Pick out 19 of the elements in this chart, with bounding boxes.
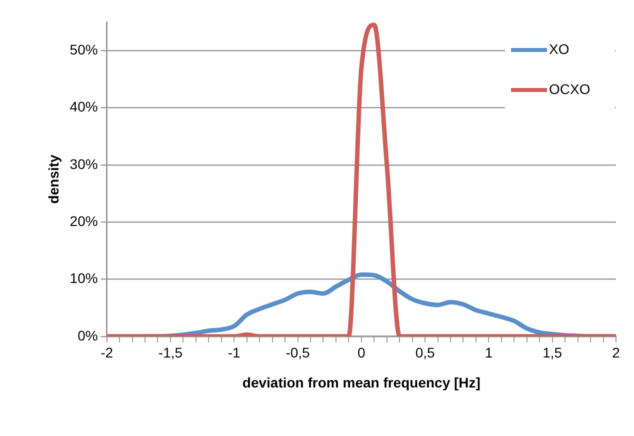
y-tick-label: 40% — [70, 98, 98, 115]
x-tick-label: -1 — [228, 344, 241, 361]
y-tick-label: 50% — [70, 41, 98, 58]
x-axis-title: deviation from mean frequency [Hz] — [242, 374, 480, 390]
y-tick-label: 10% — [70, 270, 98, 286]
x-tick-label: -1,5 — [158, 344, 183, 361]
y-tick-label: 0% — [78, 327, 98, 344]
x-tick-label: -2 — [100, 344, 114, 361]
x-tick-label: 1,5 — [542, 344, 562, 361]
x-tick-label: 0 — [358, 344, 366, 361]
y-tick-label: 20% — [70, 212, 98, 229]
x-tick-label: 0,5 — [415, 344, 435, 361]
legend-label: OCXO — [549, 80, 590, 97]
legend-label: XO — [549, 40, 570, 57]
x-tick-label: 2 — [612, 344, 620, 361]
y-axis-title: density — [45, 154, 62, 204]
y-tick-label: 30% — [70, 156, 98, 172]
x-tick-label: -0,5 — [286, 344, 310, 361]
x-tick-label: 1 — [484, 344, 493, 361]
